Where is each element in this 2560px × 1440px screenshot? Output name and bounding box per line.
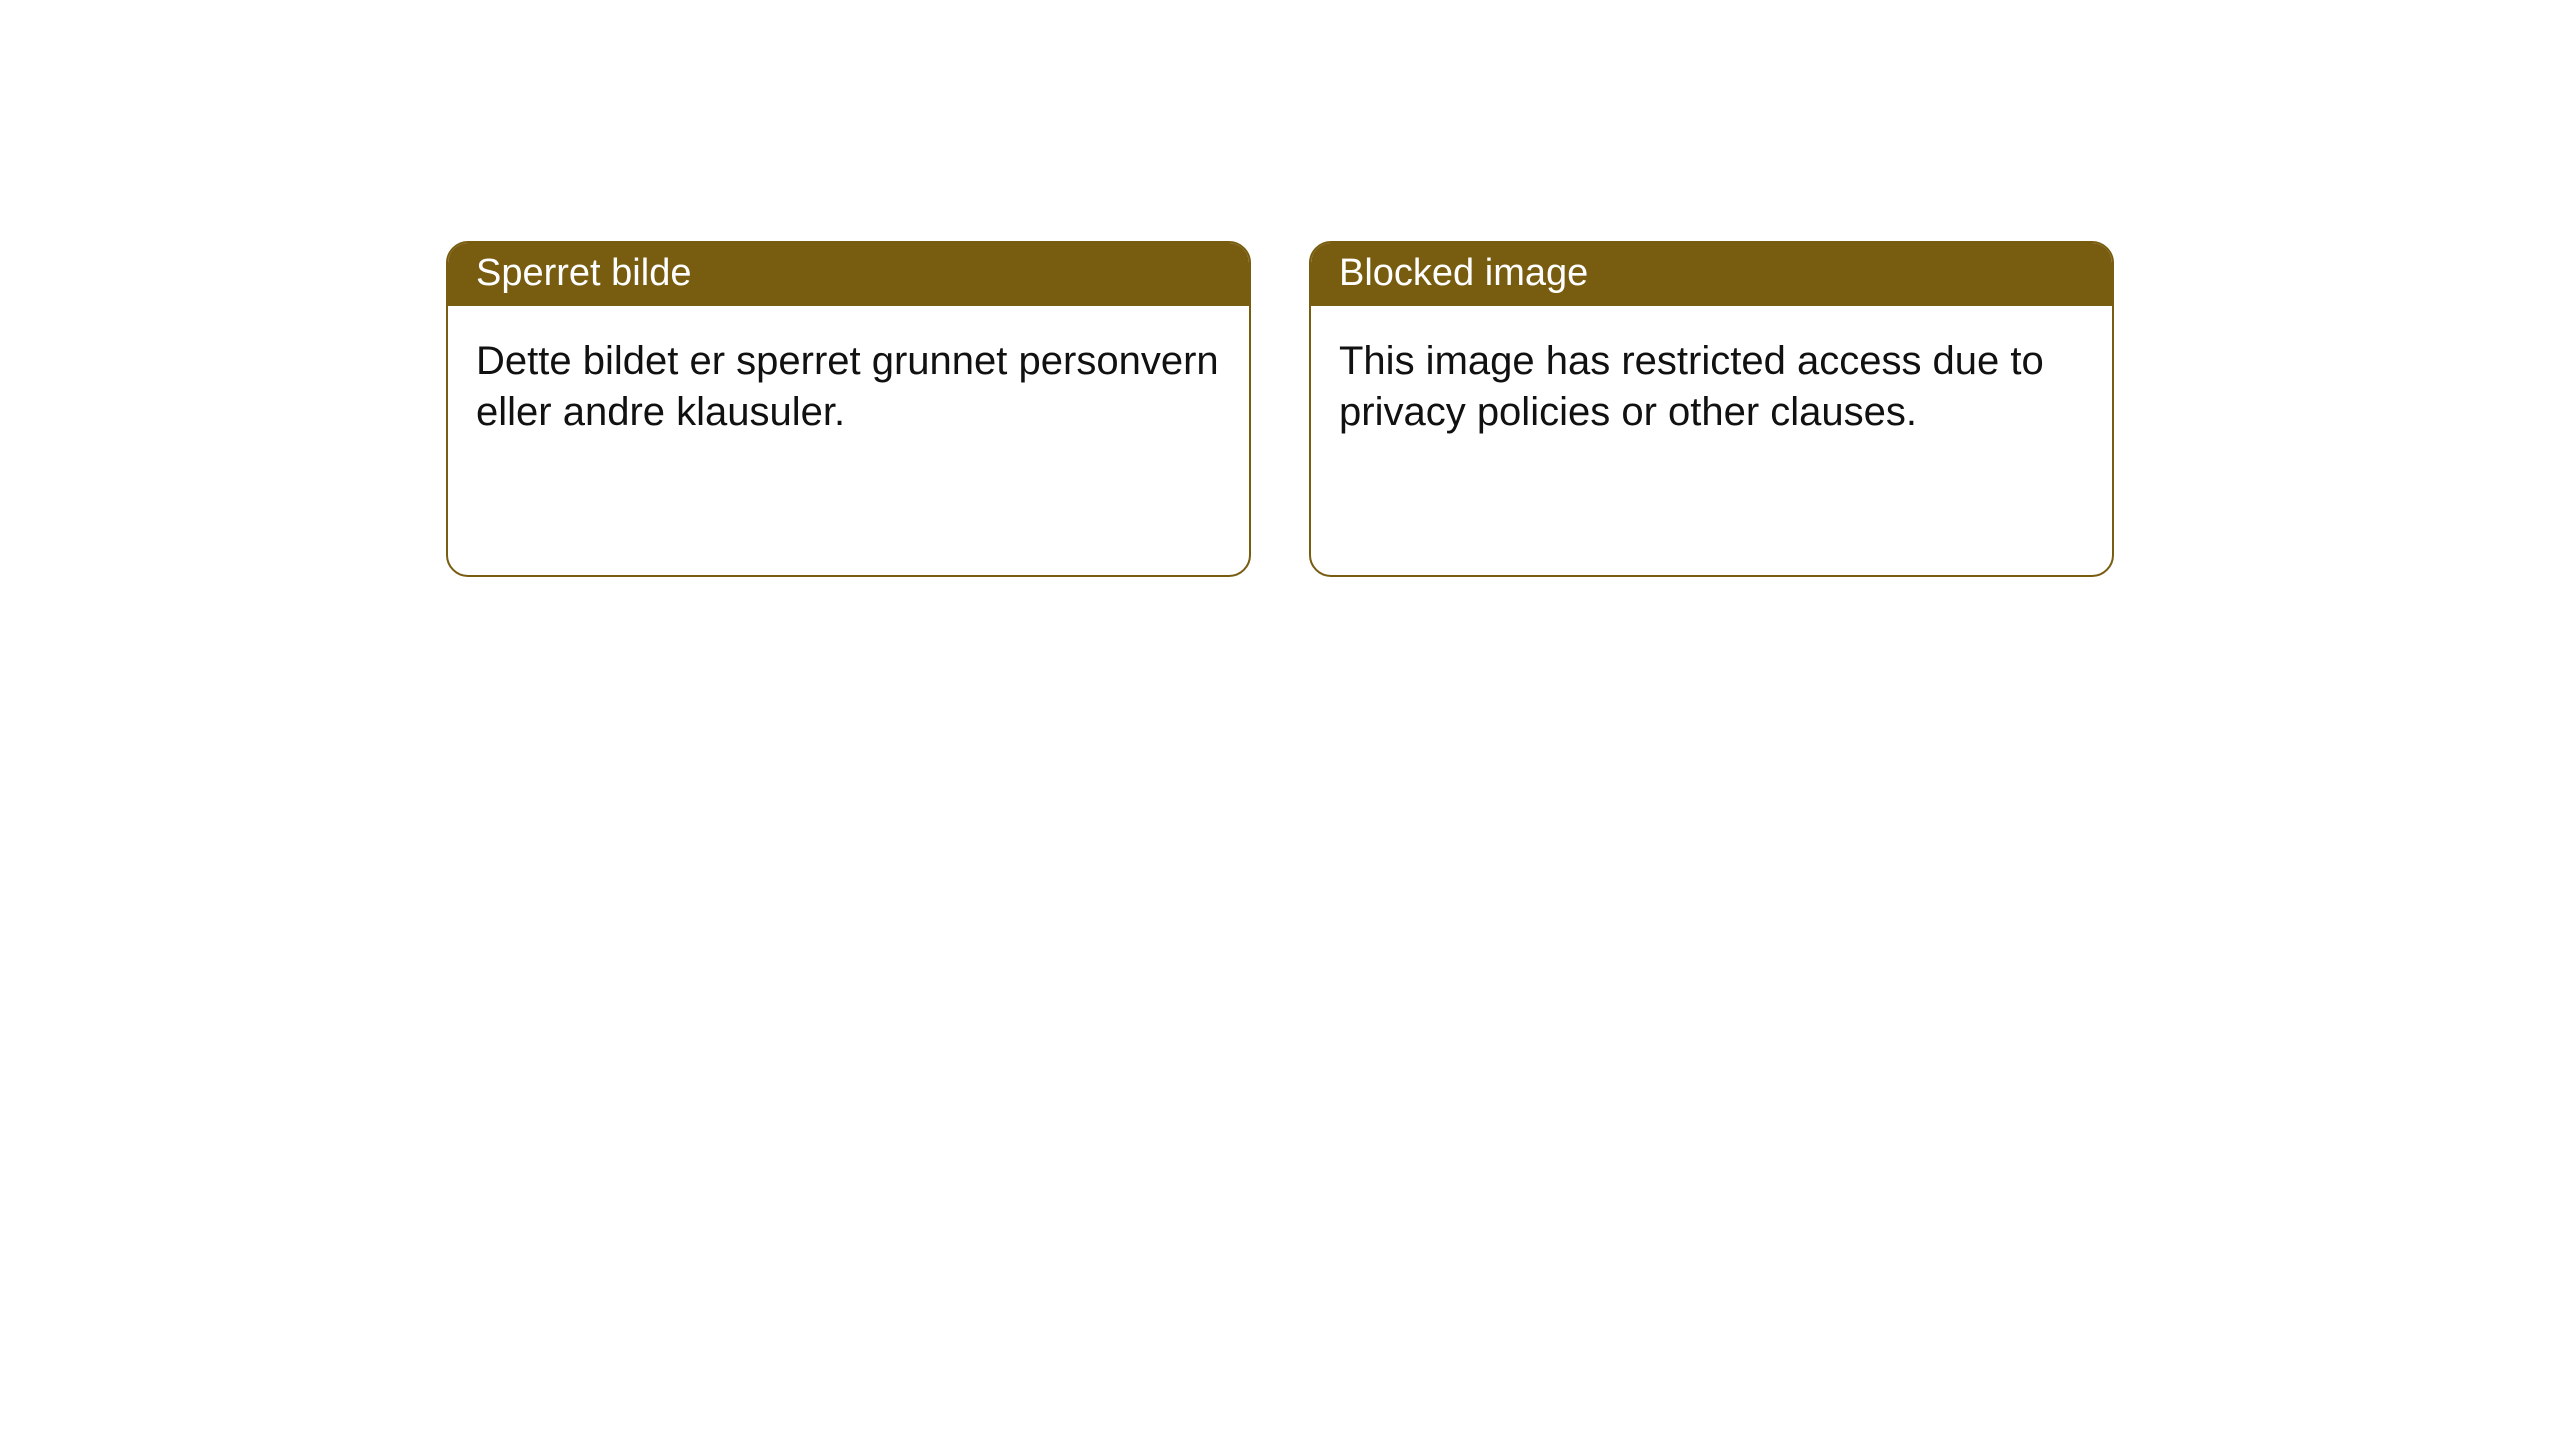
notice-card-english: Blocked image This image has restricted … xyxy=(1309,241,2114,577)
notice-title: Blocked image xyxy=(1311,243,2112,306)
notice-card-norwegian: Sperret bilde Dette bildet er sperret gr… xyxy=(446,241,1251,577)
notice-body-text: Dette bildet er sperret grunnet personve… xyxy=(448,306,1249,468)
notice-container: Sperret bilde Dette bildet er sperret gr… xyxy=(446,241,2114,577)
notice-title: Sperret bilde xyxy=(448,243,1249,306)
notice-body-text: This image has restricted access due to … xyxy=(1311,306,2112,468)
